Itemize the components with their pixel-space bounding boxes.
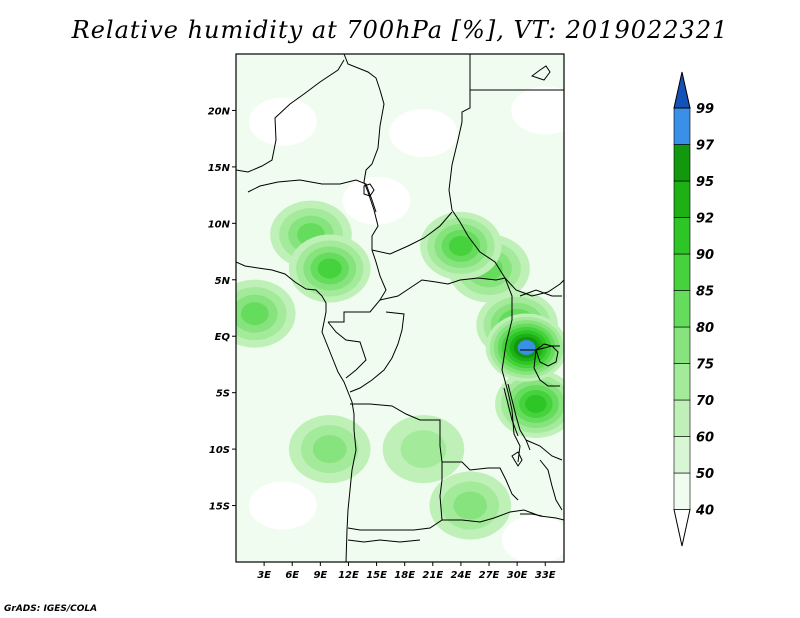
lat-tick-label: 10S — [209, 445, 230, 456]
colorbar-label: 75 — [696, 358, 714, 373]
map-axes: 20N 15N 10N 5N EQ 5S 10S 15S 3E 6E 9E 12E 15E 18E 21E 2… — [208, 106, 556, 581]
border-car-north — [371, 211, 453, 255]
country-borders — [236, 54, 564, 562]
lon-tick-label: 18E — [394, 570, 415, 581]
border-tanzania — [525, 439, 563, 461]
border-niger-north — [236, 59, 345, 173]
colorbar-segment — [673, 472, 691, 510]
dry-region-0 — [389, 109, 458, 158]
lon-tick-label: 9E — [313, 570, 327, 581]
lon-tick-label: 27E — [479, 570, 500, 581]
colorbar-segment — [673, 399, 691, 437]
colorbar-label: 70 — [696, 394, 714, 409]
moist-region-0-level-70 — [400, 430, 447, 469]
lat-tick-label: 5S — [216, 389, 230, 400]
lat-tick-label: EQ — [215, 332, 231, 343]
dry-region-5 — [501, 515, 564, 562]
lat-tick-label: 10N — [208, 219, 231, 230]
lat-tick-label: 5N — [215, 276, 231, 287]
colorbar-label: 50 — [696, 467, 714, 482]
colorbar-label: 97 — [696, 139, 715, 154]
moist-region-7-level-85 — [448, 235, 473, 256]
border-nigeria-niger — [247, 179, 377, 213]
border-congo-drc — [349, 311, 405, 393]
dry-region-2 — [342, 176, 411, 225]
border-algeria-libya — [343, 54, 385, 165]
border-namibia-north — [347, 539, 421, 543]
colorbar-label: 80 — [696, 321, 714, 336]
lon-tick-label: 15E — [366, 570, 387, 581]
border-angola-zambia — [347, 462, 443, 531]
colorbar-label: 60 — [696, 431, 714, 446]
lon-tick-label: 24E — [451, 570, 472, 581]
river-kafue — [520, 513, 543, 517]
lon-tick-label: 33E — [535, 570, 556, 581]
moist-region-9-level-90 — [525, 394, 547, 413]
border-chad-west — [363, 163, 379, 250]
border-malawi — [539, 459, 563, 511]
colorbar-label: 95 — [696, 175, 714, 190]
border-drc-east — [501, 277, 521, 463]
dry-region-1 — [248, 97, 317, 146]
lat-tick-label: 15N — [208, 163, 231, 174]
lake-chad — [363, 183, 375, 197]
lon-tick-label: 21E — [422, 570, 443, 581]
border-chad-sudan — [448, 121, 564, 297]
lake-victoria — [535, 343, 559, 367]
colorbar-label: 90 — [696, 248, 714, 263]
dry-region-3 — [511, 86, 564, 135]
colorbar: 40 50 60 70 75 80 85 90 92 95 97 99 — [673, 71, 715, 547]
moist-region-4-level-80 — [240, 302, 269, 326]
border-uganda-kenya — [519, 289, 562, 387]
lat-tick-label: 15S — [209, 502, 230, 513]
lon-tick-label: 30E — [507, 570, 528, 581]
colorbar-segment — [673, 217, 691, 255]
lon-tick-label: 12E — [338, 570, 359, 581]
dry-region-4 — [248, 481, 317, 530]
moist-region-6-level-85 — [317, 258, 342, 279]
lon-tick-label: 6E — [285, 570, 299, 581]
colorbar-segment — [673, 290, 691, 328]
colorbar-label: 40 — [695, 504, 714, 519]
border-gabon — [327, 321, 367, 379]
colorbar-label: 85 — [696, 285, 714, 300]
island-sinai — [530, 65, 551, 81]
colorbar-segment — [673, 180, 691, 218]
lat-tick-label: 20N — [208, 106, 231, 117]
colorbar-lower-cap — [673, 509, 691, 547]
humidity-field — [236, 54, 564, 562]
colorbar-segment — [673, 363, 691, 401]
lon-tick-label: 3E — [257, 570, 271, 581]
colorbar-label: 99 — [696, 102, 714, 117]
grads-credit: GrADS: IGES/COLA — [4, 604, 98, 614]
map-plot-area — [235, 53, 565, 563]
map-border — [235, 53, 565, 563]
colorbar-label: 92 — [696, 212, 714, 227]
moist-region-1-level-75 — [312, 435, 347, 464]
chart-title: Relative humidity at 700hPa [%], VT: 201… — [71, 16, 729, 44]
colorbar-segment — [673, 326, 691, 364]
border-zambia-south — [442, 509, 564, 523]
moist-region-2-level-75 — [453, 491, 488, 520]
border-lake-tanganyika — [503, 383, 531, 451]
colorbar-segment — [673, 107, 691, 145]
coastline-west — [236, 261, 357, 562]
border-libya-egypt — [461, 54, 471, 122]
moist-region-10-level-97 — [517, 340, 536, 355]
lake-mweru — [511, 451, 523, 467]
colorbar-segment — [673, 253, 691, 291]
colorbar-segment — [673, 436, 691, 474]
colorbar-segment — [673, 144, 691, 182]
colorbar-upper-cap — [673, 71, 691, 109]
border-car-south — [379, 277, 506, 301]
